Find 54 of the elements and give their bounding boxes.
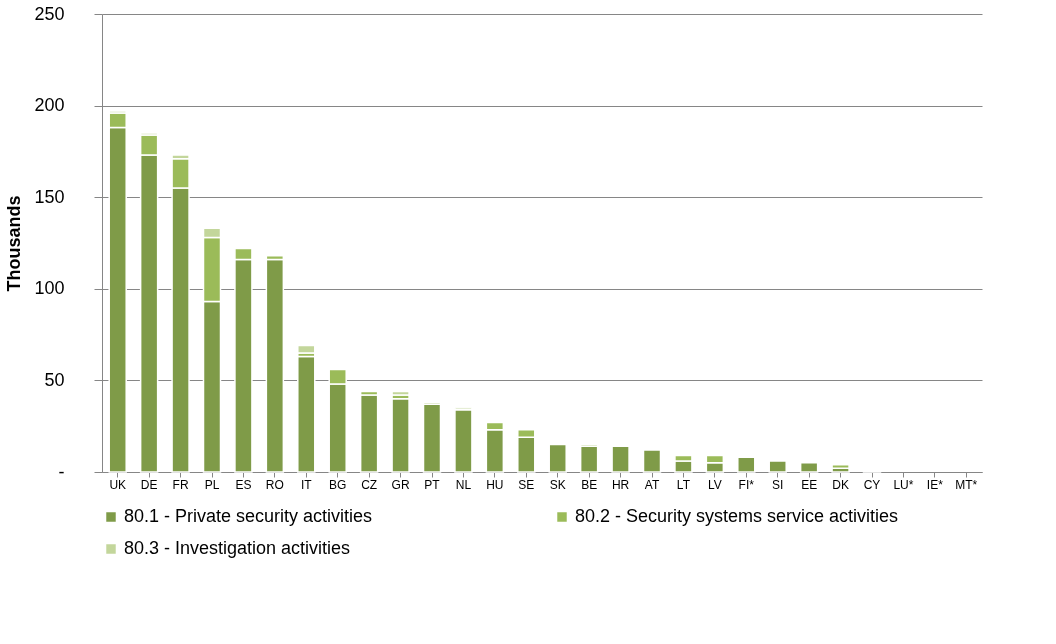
bar: [611, 445, 630, 473]
x-tick-label: SK: [549, 477, 566, 492]
y-tick-label: 250: [34, 3, 65, 24]
bar: [799, 462, 819, 473]
x-tick-label: UK: [109, 477, 127, 492]
x-tick-label: AT: [644, 477, 660, 492]
y-tick-label: 200: [34, 95, 65, 116]
x-tick-label: SE: [518, 477, 535, 492]
x-tick-label: SI: [772, 477, 784, 492]
legend-label: 80.1 - Private security activities: [124, 506, 373, 526]
x-tick-label: HU: [486, 477, 504, 492]
y-tick-label: 150: [34, 186, 65, 207]
y-tick-label: 50: [44, 369, 65, 390]
y-tick-label: -: [58, 461, 65, 482]
x-tick-label: FI*: [738, 477, 755, 492]
x-tick-label: FR: [172, 477, 189, 492]
x-tick-label: DK: [832, 477, 849, 492]
x-tick-label: HR: [611, 477, 630, 492]
x-tick-label: PT: [424, 477, 441, 492]
bar: [454, 408, 473, 473]
bar: [548, 443, 567, 473]
y-axis-title: Thousands: [4, 195, 25, 292]
bar: [579, 445, 599, 473]
x-tick-label: EE: [801, 477, 818, 492]
bar: [359, 394, 379, 473]
bar: [831, 463, 850, 470]
bar: [737, 456, 756, 473]
x-tick-label: MT*: [955, 477, 978, 492]
bar: [391, 390, 410, 396]
x-tick-label: LU*: [893, 477, 914, 492]
bar: [422, 403, 442, 473]
bar: [768, 460, 787, 473]
x-tick-label: NL: [455, 477, 472, 492]
x-tick-label: DE: [140, 477, 158, 492]
bar: [297, 344, 316, 354]
x-tick-label: IT: [300, 477, 313, 492]
x-tick-label: IE*: [926, 477, 944, 492]
bar: [391, 397, 410, 473]
bar: [642, 449, 662, 473]
x-tick-label: BG: [329, 477, 347, 492]
x-tick-label: BE: [581, 477, 598, 492]
bar: [297, 355, 316, 473]
x-tick-label: RO: [265, 477, 284, 492]
bar: [265, 258, 285, 473]
legend-label: 80.2 - Security systems service activities: [575, 506, 899, 526]
x-tick-label: ES: [235, 477, 252, 492]
legend-label: 80.3 - Investigation activities: [124, 538, 351, 558]
x-tick-label: CZ: [361, 477, 378, 492]
y-tick-label: 100: [34, 278, 65, 299]
x-tick-label: PL: [204, 477, 220, 492]
x-tick-label: GR: [391, 477, 410, 492]
x-tick-label: CY: [863, 477, 881, 492]
x-tick-label: LT: [676, 477, 691, 492]
x-tick-label: LV: [707, 477, 722, 492]
